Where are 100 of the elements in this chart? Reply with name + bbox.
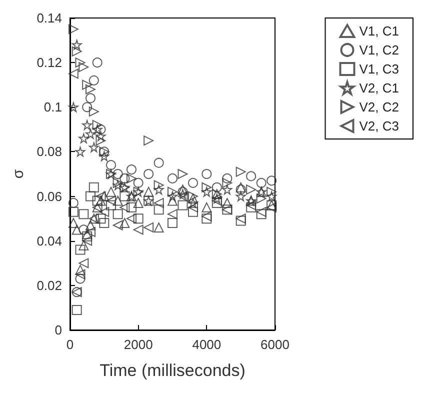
point [256,206,266,217]
point [126,164,136,175]
point [78,258,89,268]
point [188,194,198,204]
point [106,186,116,197]
point [112,209,123,220]
point [133,178,144,188]
point [126,173,136,184]
point [236,184,246,195]
point [88,182,99,192]
point [236,166,246,177]
point [154,222,164,232]
point [168,196,178,206]
y-tick-label: 0.1 [44,100,62,115]
point [72,40,82,50]
point [72,224,82,235]
point [178,200,188,210]
y-tick-label: 0 [54,322,62,338]
point [144,169,154,179]
point [188,198,198,208]
point [168,173,178,184]
y-tick-label: 0.02 [36,278,62,293]
point [126,214,136,224]
y-axis-title: σ [10,168,27,179]
point [188,178,198,188]
point [92,120,102,130]
legend-label: V2, C1 [359,80,400,96]
point [266,191,277,202]
point [82,236,92,246]
point [246,184,256,195]
point [82,102,92,112]
point [120,202,130,212]
point [78,62,89,72]
point [88,75,99,86]
point [202,182,212,192]
point [78,240,89,250]
point [75,244,86,255]
point [256,178,266,188]
legend-label: V2, C2 [359,100,400,114]
y-tick-label: 0.06 [36,188,62,204]
point [96,136,106,146]
y-tick-label: 0.04 [36,233,62,248]
legend-label: V1, C1 [359,24,400,38]
point [68,24,78,34]
point [144,222,154,232]
point [86,84,96,94]
y-tick-label: 0.12 [36,55,62,70]
point [246,171,256,182]
point [68,198,78,208]
x-tick-label: 4000 [192,337,222,352]
point [96,191,106,202]
point [92,124,102,134]
point [256,194,266,204]
point [202,202,212,212]
x-tick-label: 6000 [260,337,290,352]
x-axis-title: Time (milliseconds) [100,361,246,380]
point [99,151,110,162]
point [120,191,130,202]
point [96,214,106,224]
point [75,269,86,280]
point [75,264,86,275]
y-tick-label: 0.14 [36,10,62,26]
point [78,224,89,235]
point [133,214,144,224]
legend-label: V1, C2 [359,42,400,58]
point [75,58,86,68]
point [188,191,198,202]
point [154,198,164,208]
point [88,106,99,117]
point [86,220,96,230]
point [68,206,78,217]
point [178,169,188,179]
point [112,169,123,179]
point [256,209,266,220]
point [112,196,123,206]
point [99,206,110,217]
point [236,182,246,192]
point [154,180,164,190]
point [236,191,246,202]
point [82,80,92,90]
point [75,274,86,284]
point [266,176,277,186]
point [212,182,222,192]
legend-label: V2, C3 [359,118,400,134]
point [86,93,96,104]
point [133,224,144,235]
point [86,191,96,202]
point [202,169,212,179]
point [202,186,212,197]
point [154,158,164,168]
point [126,202,136,212]
point [96,196,106,206]
point [222,178,232,188]
point [86,226,96,237]
point [86,128,96,139]
point [96,131,106,142]
point [112,178,123,188]
point [68,102,78,112]
point [120,173,130,184]
point [106,160,116,170]
